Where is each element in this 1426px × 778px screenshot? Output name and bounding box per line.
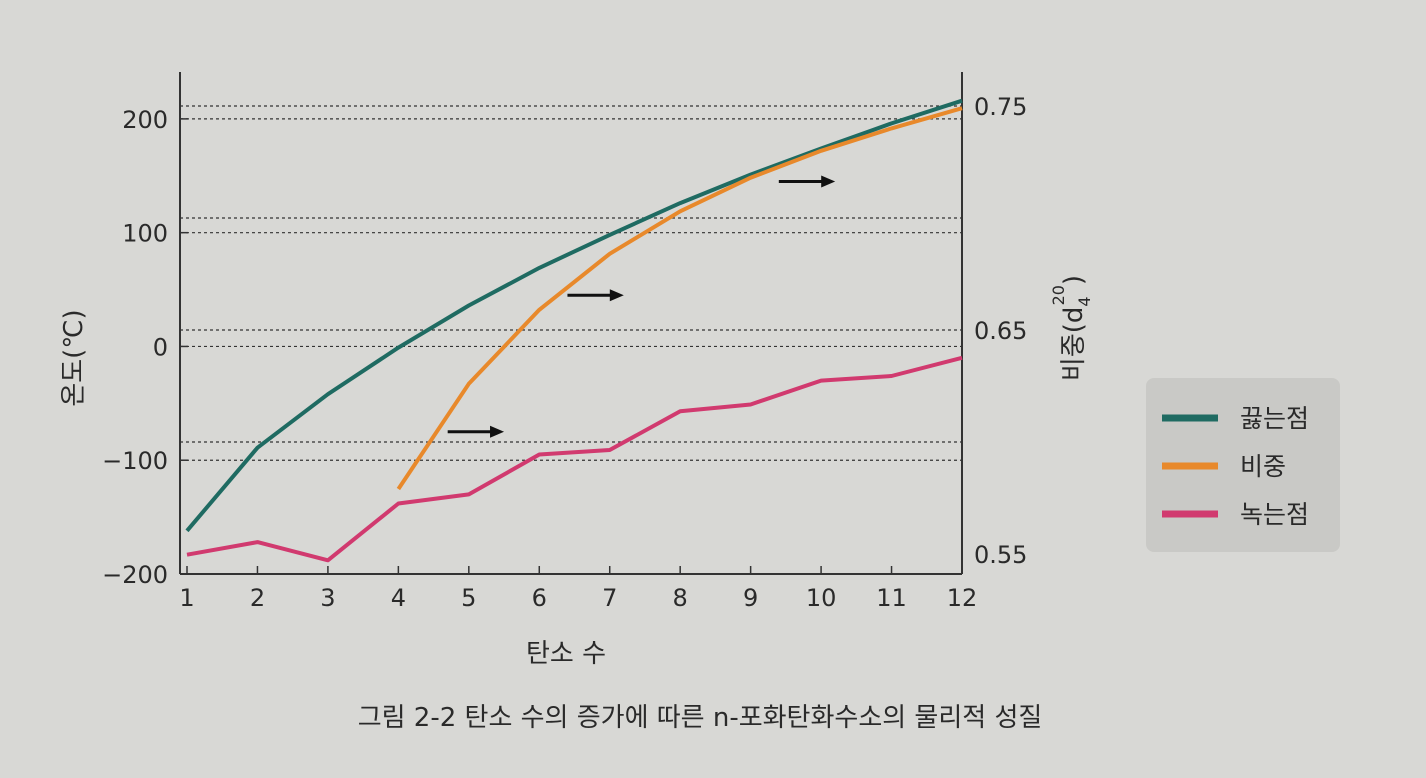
x-tick-label: 1 bbox=[179, 584, 194, 612]
y-tick-label: −200 bbox=[102, 561, 168, 589]
legend-label-3: 녹는점 bbox=[1240, 500, 1309, 529]
legend-label-1: 끓는점 bbox=[1240, 404, 1309, 433]
x-tick-label: 2 bbox=[250, 584, 265, 612]
y2-tick-label: 0.55 bbox=[974, 541, 1027, 569]
arrow-head-2 bbox=[609, 289, 624, 302]
figure-caption: 그림 2-2 탄소 수의 증가에 따른 n-포화탄화수소의 물리적 성질 bbox=[358, 703, 1043, 733]
x-tick-label: 7 bbox=[602, 584, 617, 612]
x-tick-label: 11 bbox=[876, 584, 907, 612]
x-tick-label: 9 bbox=[743, 584, 758, 612]
gridlines bbox=[180, 105, 962, 461]
x-tick-label: 6 bbox=[532, 584, 547, 612]
x-tick-label: 3 bbox=[320, 584, 335, 612]
x-tick-label: 5 bbox=[461, 584, 476, 612]
series-line-1 bbox=[185, 98, 963, 533]
legend-label-2: 비중 bbox=[1240, 452, 1286, 481]
y-tick-label: 100 bbox=[122, 220, 168, 248]
axes bbox=[179, 72, 963, 575]
tick-labels: 1 2 3 4 5 6 7 8 9 10 11 122001000−100−2000.750.650.… bbox=[102, 93, 1027, 612]
x-tick-label: 12 bbox=[947, 584, 978, 612]
x-tick-label: 10 bbox=[806, 584, 837, 612]
y-tick-label: 200 bbox=[122, 106, 168, 134]
series-line-2 bbox=[396, 106, 963, 491]
x-tick-label: 4 bbox=[391, 584, 406, 612]
x-axis-label: 탄소 수 bbox=[526, 639, 606, 669]
arrow-head-3 bbox=[821, 175, 836, 188]
y2-tick-label: 0.65 bbox=[974, 317, 1027, 345]
x-tick-label: 8 bbox=[673, 584, 688, 612]
y2-axis-label: 비중(d420) bbox=[1049, 275, 1094, 381]
y-axis-label: 온도(℃) bbox=[59, 309, 89, 406]
series-line-3 bbox=[186, 355, 963, 563]
y2-tick-label: 0.75 bbox=[974, 93, 1027, 121]
arrow-head-1 bbox=[490, 425, 505, 438]
direction-arrows bbox=[447, 175, 836, 438]
y-tick-label: −100 bbox=[102, 447, 168, 475]
data-series bbox=[185, 98, 963, 563]
y-tick-label: 0 bbox=[153, 333, 168, 361]
